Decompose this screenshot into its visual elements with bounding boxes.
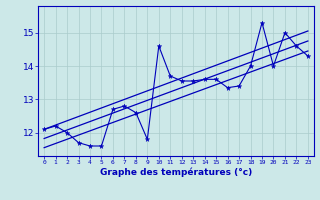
X-axis label: Graphe des températures (°c): Graphe des températures (°c) — [100, 168, 252, 177]
